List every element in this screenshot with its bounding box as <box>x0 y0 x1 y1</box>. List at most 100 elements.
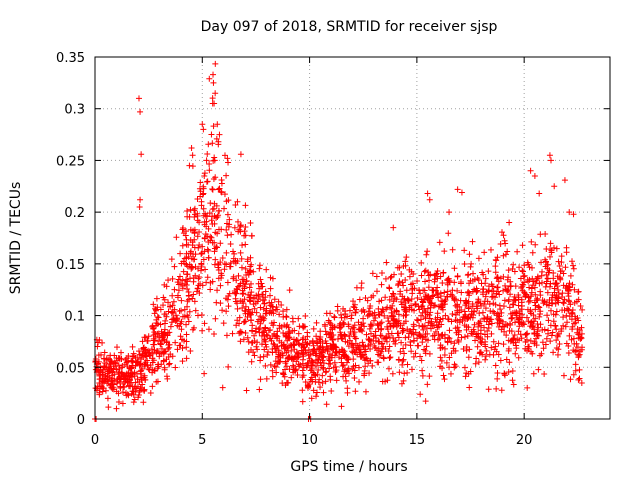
data-point <box>348 340 355 347</box>
grid-lines <box>95 57 610 419</box>
data-point <box>550 269 557 276</box>
data-point <box>446 354 453 361</box>
data-point <box>258 316 265 323</box>
data-point <box>238 222 245 229</box>
data-point <box>529 323 536 330</box>
data-point <box>507 291 514 298</box>
data-point <box>206 167 213 174</box>
data-point <box>524 259 531 266</box>
data-point <box>337 311 344 318</box>
data-point <box>280 342 287 349</box>
data-point <box>464 272 471 279</box>
data-point <box>281 322 288 329</box>
data-point <box>578 346 585 353</box>
data-point <box>572 367 579 374</box>
data-point <box>267 361 274 368</box>
data-point <box>506 304 513 311</box>
data-point <box>254 318 261 325</box>
y-tick-label: 0.35 <box>56 51 85 66</box>
y-axis-label: SRMTID / TECUs <box>8 182 24 295</box>
data-point <box>244 334 251 341</box>
data-point <box>497 317 504 324</box>
data-point <box>559 267 566 274</box>
data-point <box>196 219 203 226</box>
data-point <box>217 282 224 289</box>
data-point <box>357 327 364 334</box>
data-point <box>553 326 560 333</box>
data-point <box>572 348 579 355</box>
data-point <box>149 355 156 362</box>
data-point <box>304 383 311 390</box>
data-point <box>199 121 206 128</box>
data-point <box>211 154 218 161</box>
data-point <box>346 332 353 339</box>
data-point <box>257 313 264 320</box>
data-point <box>509 377 516 384</box>
data-point <box>494 369 501 376</box>
data-point <box>342 338 349 345</box>
data-point <box>129 362 136 369</box>
data-point <box>119 370 126 377</box>
data-point <box>563 244 570 251</box>
data-point <box>556 341 563 348</box>
data-point <box>350 356 357 363</box>
data-point <box>188 255 195 262</box>
data-point <box>202 231 209 238</box>
data-point <box>385 365 392 372</box>
data-point <box>262 362 269 369</box>
data-point <box>454 287 461 294</box>
data-point <box>419 309 426 316</box>
data-point <box>446 209 453 216</box>
data-point <box>139 338 146 345</box>
data-point <box>327 310 334 317</box>
data-point <box>199 243 206 250</box>
data-point <box>478 280 485 287</box>
data-point <box>404 369 411 376</box>
data-point <box>529 249 536 256</box>
data-point <box>476 310 483 317</box>
data-point <box>367 310 374 317</box>
data-point <box>576 327 583 334</box>
data-point <box>316 344 323 351</box>
data-point <box>468 260 475 267</box>
data-point <box>269 373 276 380</box>
data-point <box>561 307 568 314</box>
data-point <box>437 354 444 361</box>
data-point <box>123 372 130 379</box>
data-point <box>201 170 208 177</box>
data-point <box>256 265 263 272</box>
data-point <box>550 244 557 251</box>
data-point <box>217 240 224 247</box>
data-point <box>329 324 336 331</box>
data-point <box>201 370 208 377</box>
data-point <box>387 304 394 311</box>
data-point <box>249 328 256 335</box>
data-point <box>484 328 491 335</box>
data-point <box>179 345 186 352</box>
data-point <box>376 298 383 305</box>
data-point <box>507 282 514 289</box>
data-point <box>276 311 283 318</box>
data-point <box>490 338 497 345</box>
data-point <box>207 286 214 293</box>
data-point <box>232 260 239 267</box>
data-point <box>445 230 452 237</box>
data-point <box>128 357 135 364</box>
data-point <box>248 280 255 287</box>
data-point <box>192 307 199 314</box>
data-point <box>159 345 166 352</box>
data-point <box>136 203 143 210</box>
data-point <box>329 337 336 344</box>
data-point <box>221 205 228 212</box>
data-point <box>290 342 297 349</box>
data-point <box>328 388 335 395</box>
data-point <box>388 273 395 280</box>
data-point <box>398 270 405 277</box>
data-point <box>152 305 159 312</box>
data-point <box>569 326 576 333</box>
data-point <box>513 342 520 349</box>
data-point <box>440 270 447 277</box>
data-point <box>332 344 339 351</box>
data-point <box>280 308 287 315</box>
data-point <box>188 264 195 271</box>
